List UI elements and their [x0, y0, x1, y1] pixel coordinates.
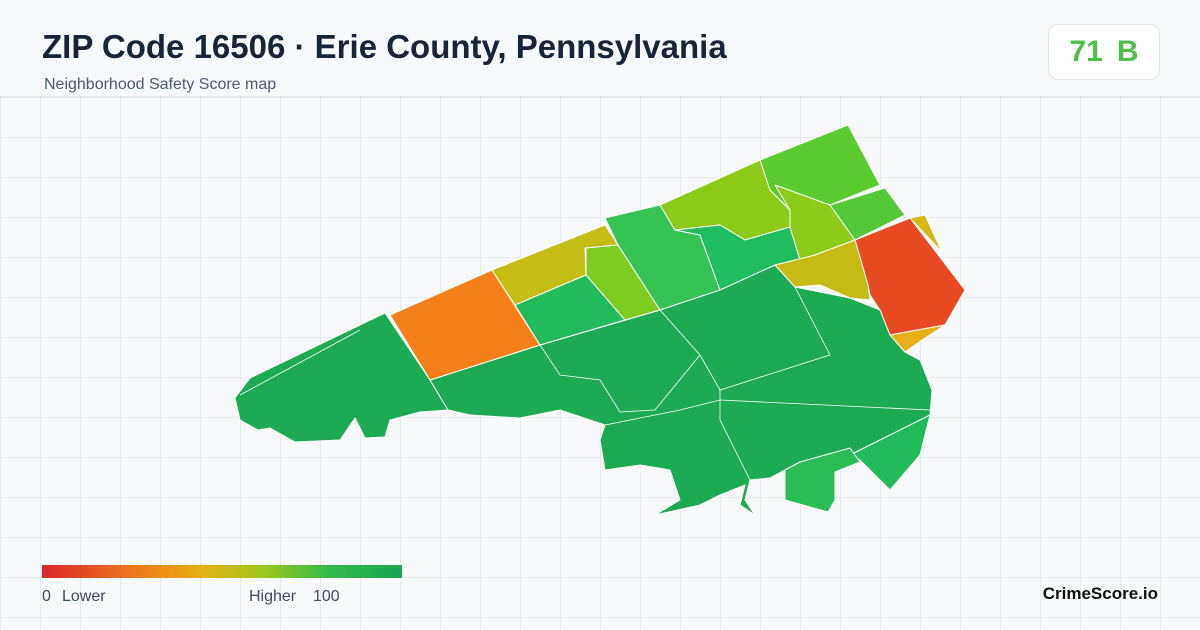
boundary: [719, 399, 931, 411]
regions: [234, 124, 966, 516]
legend-gradient: [42, 565, 402, 578]
score-badge: 71 B: [1048, 24, 1160, 80]
legend-max-label: Higher: [249, 588, 297, 605]
region: [429, 264, 933, 516]
score-grade: B: [1116, 35, 1139, 68]
region: [849, 414, 931, 491]
boundary: [604, 399, 721, 426]
boundaries: [239, 286, 931, 481]
region: [234, 312, 449, 443]
subtitle: Neighborhood Safety Score map: [44, 76, 277, 93]
legend-min-label: Lower: [62, 588, 106, 605]
score-value: 71: [1069, 35, 1103, 68]
legend-min: 0: [42, 588, 51, 605]
brand: CrimeScore.io: [1042, 584, 1158, 603]
region: [829, 187, 906, 241]
title: ZIP Code 16506 · Erie County, Pennsylvan…: [42, 28, 727, 65]
region: [774, 239, 871, 301]
region: [909, 214, 943, 253]
header: ZIP Code 16506 · Erie County, Pennsylvan…: [0, 0, 1200, 97]
region: [585, 244, 661, 321]
boundary: [239, 329, 361, 396]
boundary: [539, 344, 701, 413]
legend-max: 100: [313, 588, 340, 605]
boundary: [699, 286, 831, 391]
region: [784, 447, 861, 513]
region: [889, 324, 946, 353]
boundary: [659, 309, 701, 356]
